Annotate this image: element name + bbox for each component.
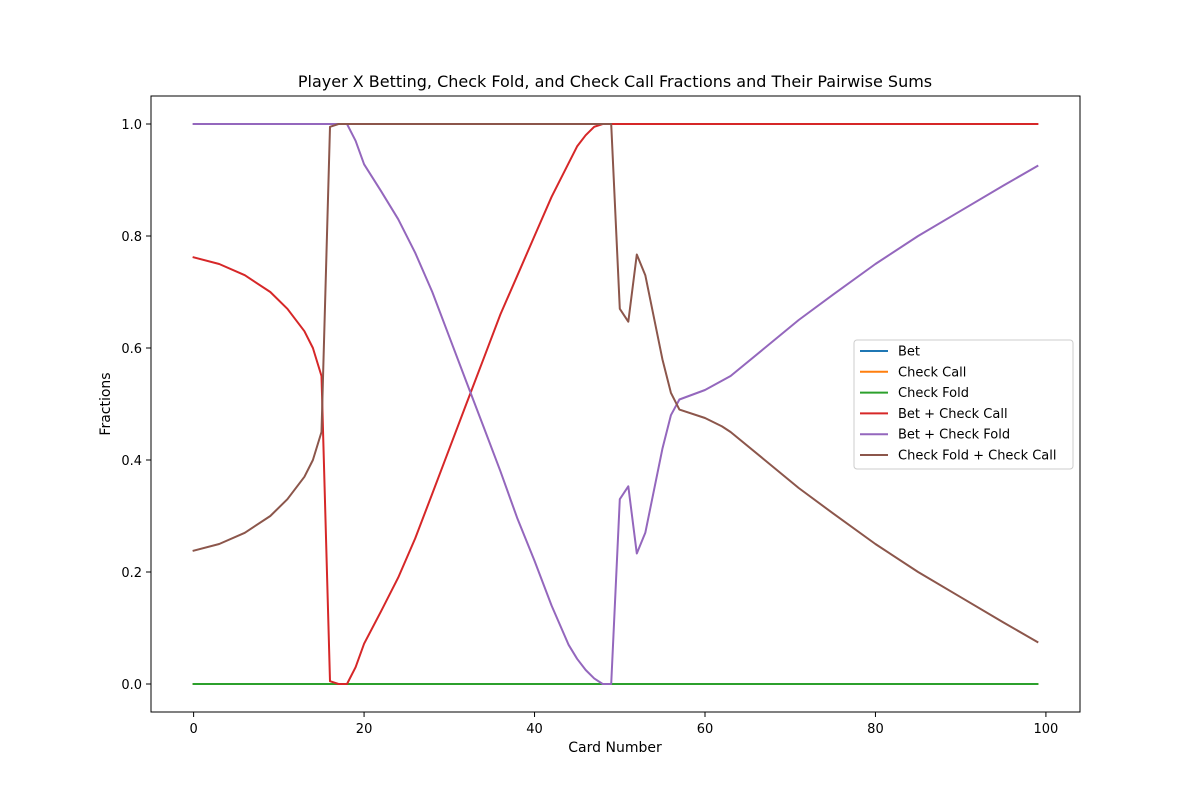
x-tick-label: 60 xyxy=(697,722,714,737)
x-tick-label: 0 xyxy=(189,722,197,737)
legend-label: Check Call xyxy=(898,365,966,380)
series-line-bet-check-call xyxy=(192,123,1039,685)
x-tick-label: 40 xyxy=(526,722,543,737)
x-tick-label: 100 xyxy=(1033,722,1058,737)
legend-label: Bet xyxy=(898,345,920,360)
plot-area xyxy=(192,123,1039,685)
y-tick-label: 1.0 xyxy=(121,118,142,133)
x-axis: 0 20 40 60 80 100 xyxy=(189,712,1058,737)
legend-label: Check Fold xyxy=(898,386,969,401)
x-tick-label: 20 xyxy=(356,722,373,737)
x-tick-label: 80 xyxy=(867,722,884,737)
y-axis: 0.0 0.2 0.4 0.6 0.8 1.0 xyxy=(121,118,151,693)
plot-frame xyxy=(150,95,1081,713)
legend: Bet Check Call Check Fold Bet + Check Call B… xyxy=(853,339,1074,470)
y-axis-label: Fractions xyxy=(98,372,114,435)
y-tick-label: 0.2 xyxy=(121,566,142,581)
series-line-bet-check-fold xyxy=(192,123,1039,685)
legend-label: Check Fold + Check Call xyxy=(898,449,1057,464)
legend-label: Bet + Check Call xyxy=(898,407,1008,422)
y-tick-label: 0.8 xyxy=(121,230,142,245)
legend-label: Bet + Check Fold xyxy=(898,428,1010,443)
chart-title: Player X Betting, Check Fold, and Check … xyxy=(298,72,932,91)
series-line-check-fold-check-call xyxy=(192,123,1039,644)
y-tick-label: 0.4 xyxy=(121,454,142,469)
x-axis-label: Card Number xyxy=(568,740,662,756)
y-tick-label: 0.0 xyxy=(121,678,142,693)
y-tick-label: 0.6 xyxy=(121,342,142,357)
legend-box xyxy=(853,339,1074,470)
